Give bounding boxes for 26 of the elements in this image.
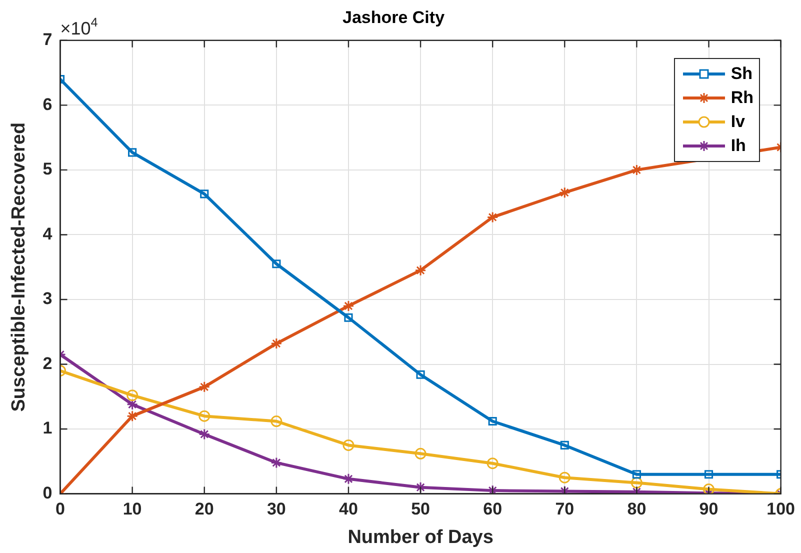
y-tick-label: 7 — [42, 30, 52, 50]
legend-label: Ih — [730, 136, 746, 156]
x-tick-label: 70 — [555, 500, 574, 519]
chart-title: Jashore City — [342, 8, 446, 27]
x-tick-label: 20 — [194, 500, 214, 519]
x-tick-label: 100 — [766, 500, 796, 519]
x-tick-label: 30 — [266, 500, 286, 519]
x-tick-label: 50 — [411, 500, 430, 519]
x-tick-label: 80 — [627, 500, 646, 519]
y-tick-label: 6 — [42, 94, 52, 114]
y-tick-label: 3 — [42, 289, 52, 308]
y-tick-label: 0 — [42, 483, 52, 502]
x-axis-title: Number of Days — [348, 526, 494, 548]
legend-label: Rh — [730, 88, 754, 108]
y-tick-label: 1 — [42, 418, 52, 438]
legend-label: Sh — [730, 64, 753, 84]
legend-label: Iv — [730, 112, 745, 132]
y-tick-label: 2 — [42, 354, 52, 373]
y-tick-label: 4 — [42, 224, 53, 244]
x-tick-label: 10 — [122, 500, 142, 519]
x-tick-label: 40 — [339, 500, 358, 519]
x-tick-label: 0 — [56, 500, 65, 519]
x-tick-label: 60 — [483, 500, 502, 519]
y-tick-label: 5 — [42, 160, 52, 179]
x-tick-label: 90 — [699, 500, 718, 519]
y-axis-title: Susceptible-Infected-Recovered — [8, 122, 30, 412]
